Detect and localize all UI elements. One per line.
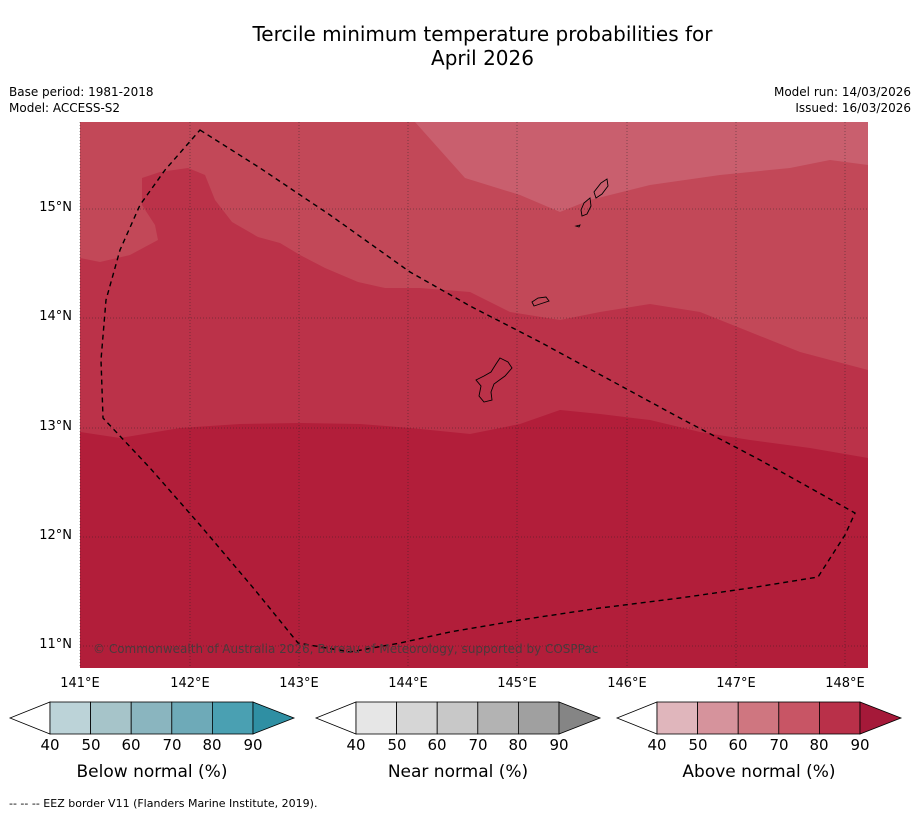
lon-label-141: 141°E <box>60 676 100 691</box>
below-normal-title: Below normal (%) <box>76 762 228 782</box>
above-tick-60: 60 <box>728 736 748 754</box>
lat-label-13: 13°N <box>39 419 72 434</box>
model-run: Model run: 14/03/2026 <box>773 85 911 99</box>
lat-label-14: 14°N <box>39 309 72 324</box>
colorbar-above-segment-60 <box>697 701 739 735</box>
above-tick-50: 50 <box>688 736 708 754</box>
model-name: Model: ACCESS-S2 <box>9 101 121 115</box>
below-tick-40: 40 <box>40 736 60 754</box>
above-tick-90: 90 <box>850 736 870 754</box>
colorbar-near-segment-extend <box>558 701 602 735</box>
below-tick-60: 60 <box>121 736 141 754</box>
below-tick-70: 70 <box>162 736 182 754</box>
above-tick-70: 70 <box>769 736 789 754</box>
eez-footnote: -- -- -- EEZ border V11 (Flanders Marine… <box>9 797 318 810</box>
colorbar-near-segment-90 <box>517 701 560 735</box>
colorbar-below-segment-80 <box>171 701 213 735</box>
lat-label-15: 15°N <box>39 200 72 215</box>
island-aguijan <box>574 224 581 228</box>
probability-map <box>79 122 868 668</box>
below-tick-90: 90 <box>243 736 263 754</box>
colorbar-above-normal <box>615 701 903 735</box>
issued-date: Issued: 16/03/2026 <box>795 101 911 115</box>
island-saipan <box>593 178 609 199</box>
lon-label-148: 148°E <box>825 676 865 691</box>
colorbar-near-segment-40 <box>314 701 357 735</box>
meta-right: Model run: 14/03/2026 Issued: 16/03/2026 <box>774 84 911 116</box>
eez-border <box>100 129 856 653</box>
meta-left: Base period: 1981-2018 Model: ACCESS-S2 <box>9 84 154 116</box>
island-guam <box>475 357 513 403</box>
title-line-2: April 2026 <box>431 46 534 70</box>
lon-label-143: 143°E <box>279 676 319 691</box>
above-normal-title: Above normal (%) <box>682 762 836 782</box>
island-tinian <box>580 197 592 217</box>
colorbar-near-segment-60 <box>396 701 438 735</box>
colorbar-near-normal <box>314 701 602 735</box>
near-normal-title: Near normal (%) <box>387 762 529 782</box>
colorbar-below-segment-40 <box>8 701 51 735</box>
colorbar-above-segment-extend <box>859 701 903 735</box>
colorbar-above-segment-70 <box>737 701 780 735</box>
near-tick-80: 80 <box>508 736 528 754</box>
below-tick-50: 50 <box>81 736 101 754</box>
colorbar-above-segment-40 <box>615 701 658 735</box>
region-above-90 <box>80 410 868 668</box>
colorbar-below-segment-70 <box>130 701 173 735</box>
base-period: Base period: 1981-2018 <box>9 85 154 99</box>
lon-label-145: 145°E <box>497 676 537 691</box>
colorbar-above-segment-90 <box>818 701 861 735</box>
shaded-regions <box>80 122 868 668</box>
colorbar-near-segment-70 <box>436 701 479 735</box>
above-tick-80: 80 <box>809 736 829 754</box>
island-rota <box>531 296 550 307</box>
colorbar-below-segment-90 <box>211 701 254 735</box>
lat-label-11: 11°N <box>39 637 72 652</box>
title-line-1: Tercile minimum temperature probabilitie… <box>252 22 713 46</box>
lon-label-142: 142°E <box>170 676 210 691</box>
lat-label-12: 12°N <box>39 528 72 543</box>
near-tick-40: 40 <box>346 736 366 754</box>
near-tick-60: 60 <box>427 736 447 754</box>
colorbar-below-segment-extend <box>252 701 296 735</box>
colorbar-above-segment-80 <box>778 701 820 735</box>
colorbar-near-segment-80 <box>477 701 519 735</box>
region-above-70-80-west <box>80 122 200 262</box>
islands <box>475 178 609 403</box>
near-tick-90: 90 <box>549 736 569 754</box>
lon-label-144: 144°E <box>388 676 428 691</box>
above-tick-40: 40 <box>647 736 667 754</box>
near-tick-50: 50 <box>387 736 407 754</box>
copyright-credit: © Commonwealth of Australia 2026, Bureau… <box>93 642 599 656</box>
colorbar-below-segment-60 <box>90 701 132 735</box>
colorbar-below-normal <box>8 701 296 735</box>
lon-label-146: 146°E <box>607 676 647 691</box>
colorbar-near-segment-50 <box>355 701 397 735</box>
chart-title: Tercile minimum temperature probabilitie… <box>0 22 919 70</box>
near-tick-70: 70 <box>468 736 488 754</box>
graticule <box>79 122 868 668</box>
colorbar-above-segment-50 <box>656 701 698 735</box>
lon-label-147: 147°E <box>716 676 756 691</box>
colorbar-below-segment-50 <box>49 701 91 735</box>
below-tick-80: 80 <box>202 736 222 754</box>
region-above-70-80 <box>415 122 868 212</box>
